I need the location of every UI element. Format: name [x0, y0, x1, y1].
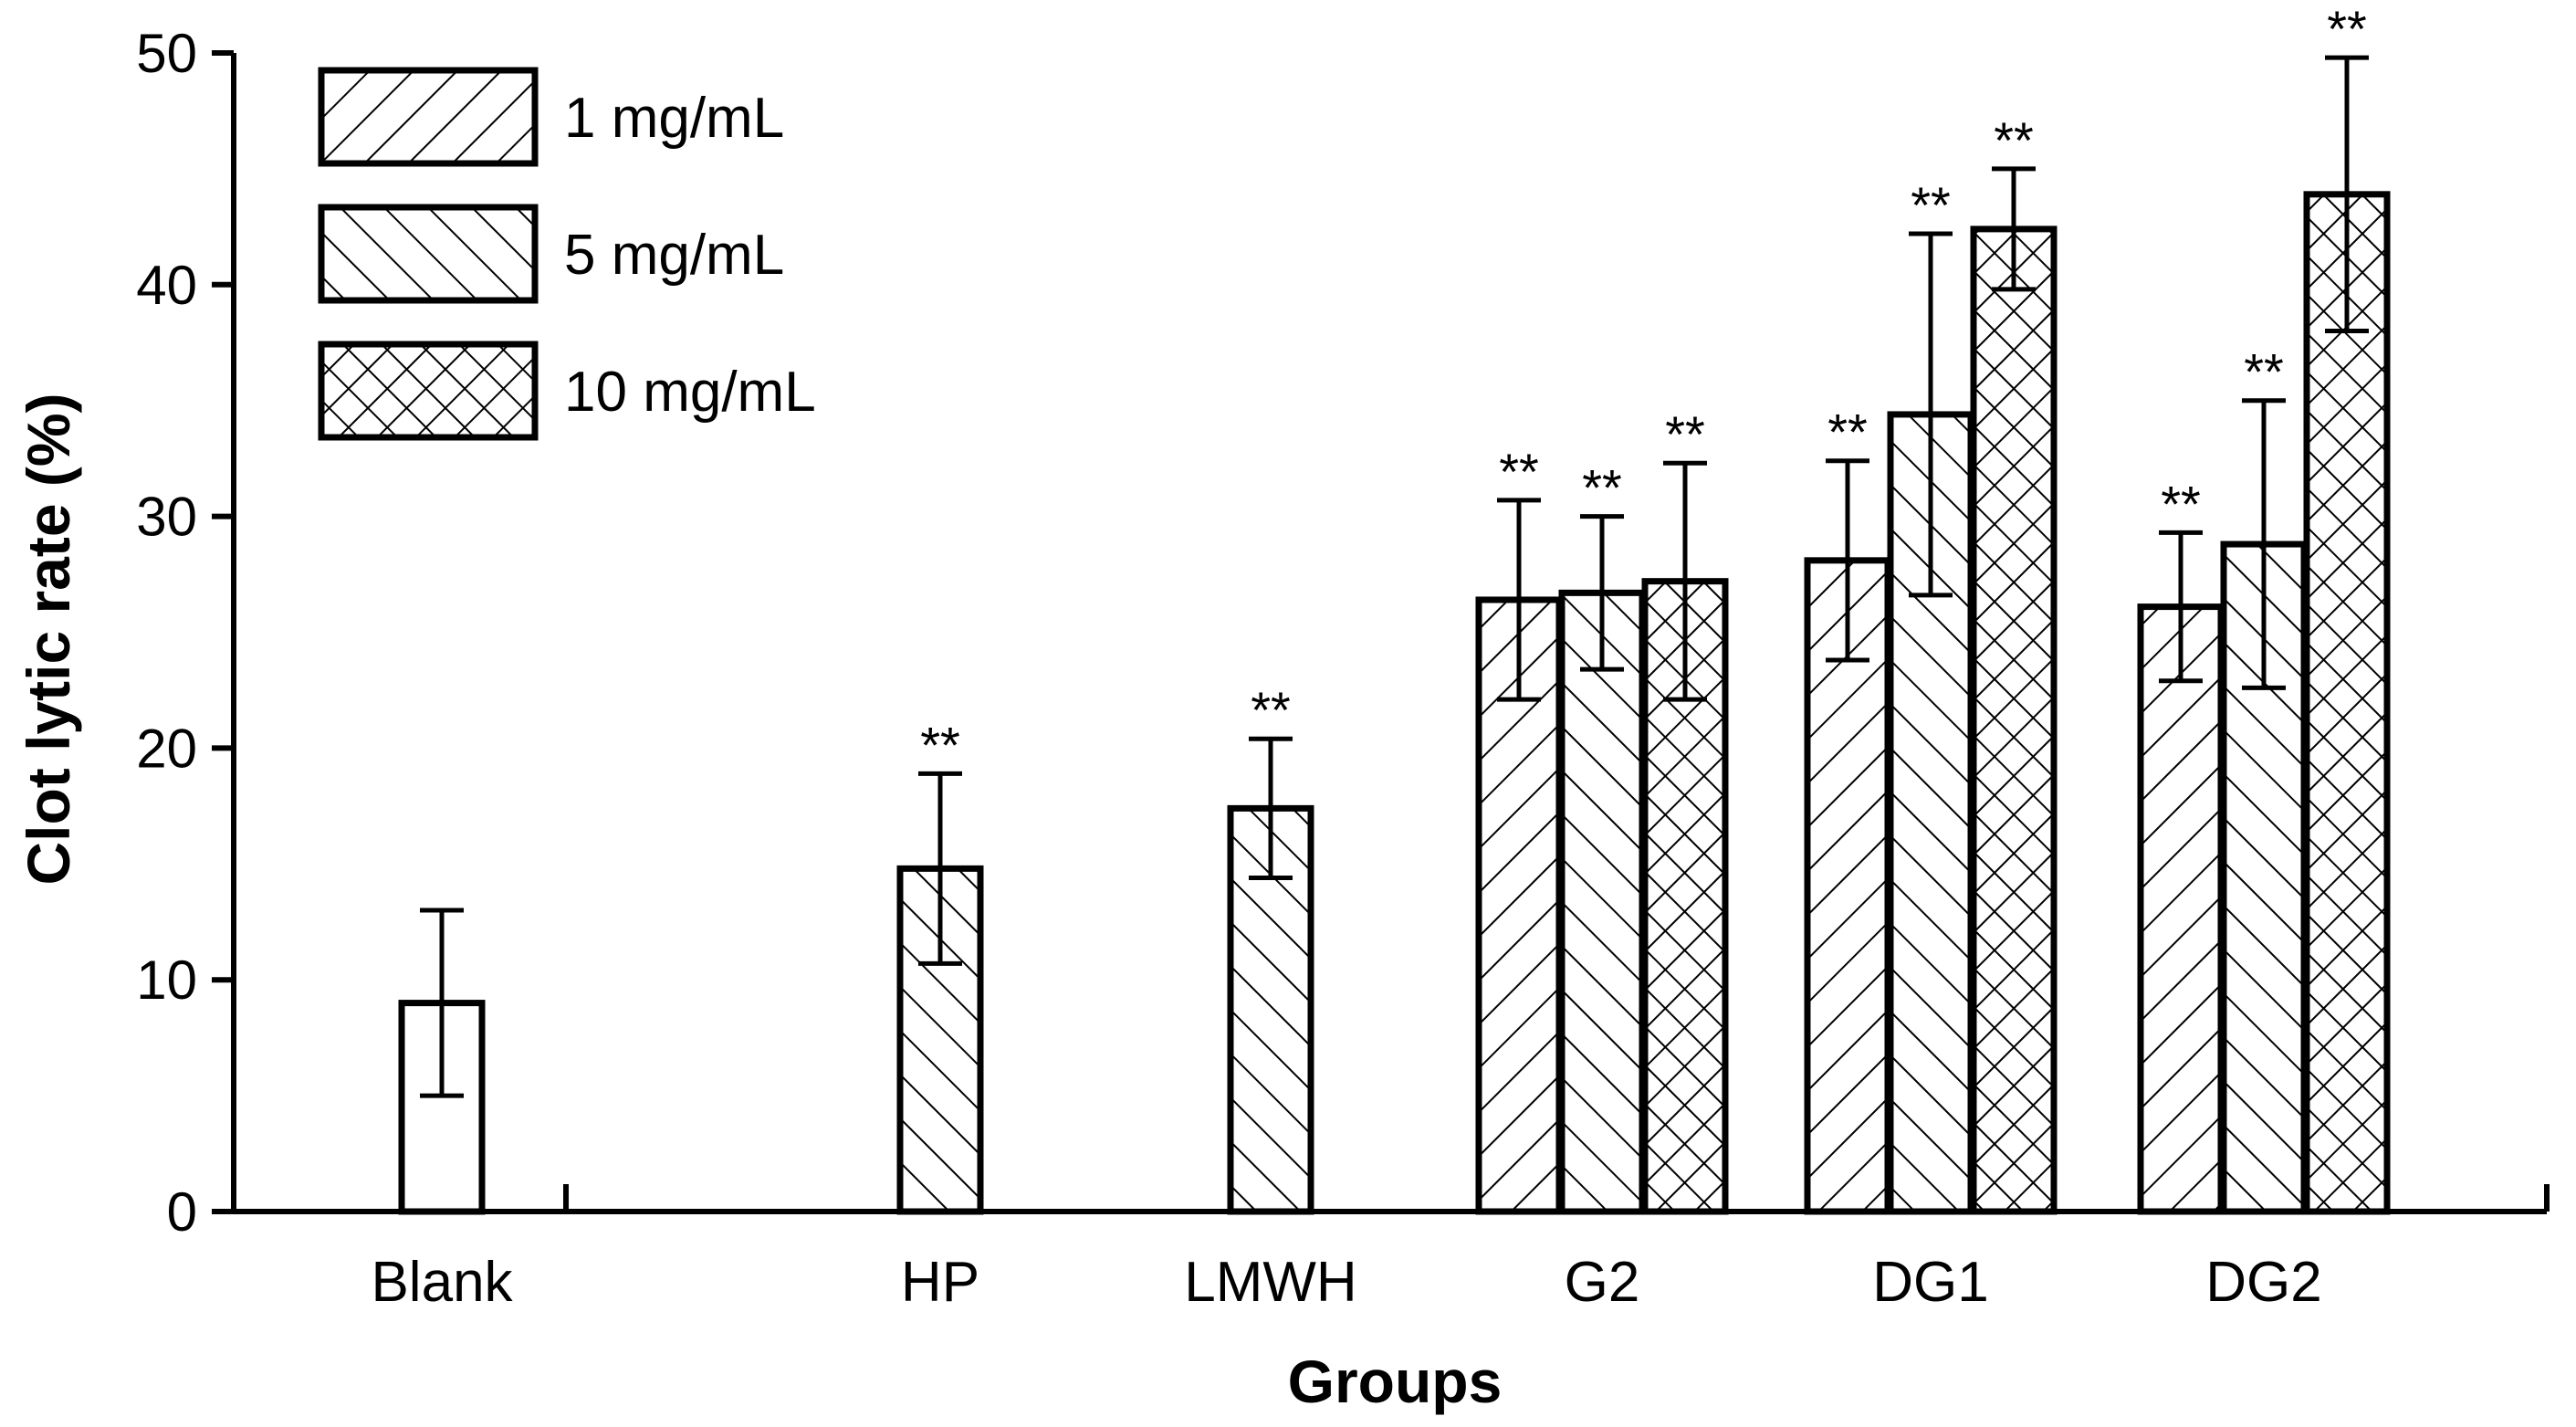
bar-g2-5-mg-ml — [1558, 589, 1646, 1215]
x-category-label-hp: HP — [901, 1251, 979, 1314]
legend-swatch-5-mg-ml — [318, 204, 539, 304]
bars-layer: ** ** ** ** ** ** ** ** ** ** ** — [398, 0, 2391, 1215]
legend-swatch-10-mg-ml — [318, 341, 539, 441]
bar-dg1-10-mg-ml — [1970, 226, 2058, 1215]
bar-dg2-5-mg-ml-significance: ** — [2244, 343, 2284, 401]
legend: 1 mg/mL 5 mg/mL 10 mg/mL — [318, 67, 816, 441]
bar-dg1-5-mg-ml-significance: ** — [1911, 176, 1951, 234]
bar-dg1-1-mg-ml-significance: ** — [1827, 404, 1868, 461]
bar-g2-5-mg-ml-significance: ** — [1582, 459, 1622, 517]
bar-dg2-10-mg-ml — [2303, 191, 2391, 1215]
x-category-label-lmwh: LMWH — [1184, 1251, 1356, 1314]
y-tick-label-40: 40 — [136, 255, 197, 316]
y-tick-label-30: 30 — [136, 487, 197, 548]
bar-hp-5-mg-ml-significance: ** — [920, 716, 960, 773]
y-tick-label-0: 0 — [167, 1181, 197, 1243]
x-category-label-blank: Blank — [371, 1251, 513, 1314]
y-tick-label-10: 10 — [136, 950, 197, 1011]
axes-layer: 0 10 20 30 40 50 Blank HP LMWH G2 DG1 DG2 — [136, 23, 2550, 1314]
y-axis-title: Clot lytic rate (%) — [15, 393, 82, 885]
bar-g2-1-mg-ml-significance: ** — [1499, 443, 1539, 500]
legend-label-5-mg-ml: 5 mg/mL — [564, 224, 784, 287]
legend-swatch-1-mg-ml — [318, 67, 539, 167]
legend-label-1-mg-ml: 1 mg/mL — [564, 87, 784, 150]
bar-dg2-10-mg-ml-significance: ** — [2327, 0, 2367, 58]
y-tick-label-20: 20 — [136, 718, 197, 779]
bar-lmwh-5-mg-ml-significance: ** — [1251, 681, 1291, 739]
x-axis-title: Groups — [1288, 1348, 1503, 1415]
bar-g2-10-mg-ml-significance: ** — [1665, 405, 1705, 463]
bar-dg1-10-mg-ml-significance: ** — [1994, 111, 2034, 169]
x-category-label-dg2: DG2 — [2205, 1251, 2321, 1314]
bar-dg2-1-mg-ml — [2137, 603, 2225, 1215]
legend-label-10-mg-ml: 10 mg/mL — [564, 361, 816, 424]
y-tick-label-50: 50 — [136, 23, 197, 84]
x-category-label-dg1: DG1 — [1872, 1251, 1988, 1314]
x-category-label-g2: G2 — [1565, 1251, 1640, 1314]
bar-dg2-1-mg-ml-significance: ** — [2161, 475, 2201, 532]
